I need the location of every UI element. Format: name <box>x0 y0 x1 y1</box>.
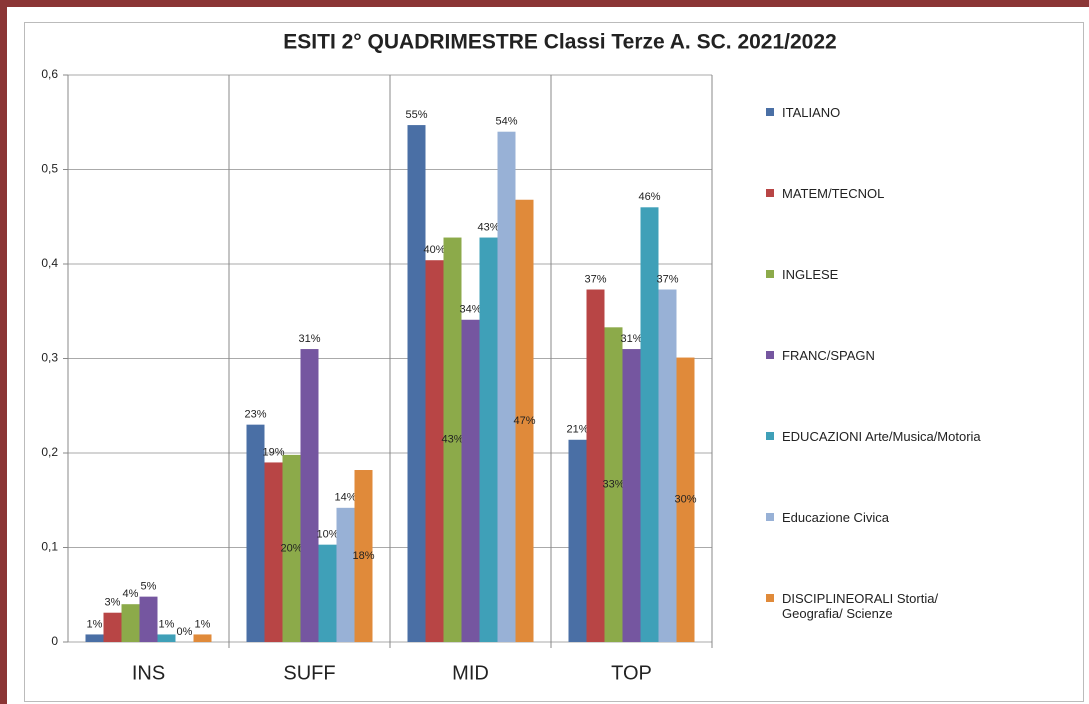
bar <box>354 470 373 642</box>
data-label: 1% <box>87 618 103 630</box>
bar <box>425 260 444 642</box>
bar <box>103 612 122 642</box>
legend-swatch <box>766 270 774 278</box>
data-label: 46% <box>638 191 660 203</box>
x-tick-label: SUFF <box>283 662 335 684</box>
legend-label: DISCIPLINEORALI Stortia/ Geografia/ Scie… <box>782 591 939 621</box>
bar <box>336 507 355 642</box>
data-label: 5% <box>141 581 157 593</box>
legend-swatch <box>766 351 774 359</box>
data-label: 47% <box>513 415 535 427</box>
legend-label: EDUCAZIONI Arte/Musica/Motoria <box>782 429 981 444</box>
data-label: 14% <box>334 492 356 504</box>
bar <box>461 319 480 642</box>
bar <box>318 544 337 642</box>
bar <box>604 327 623 642</box>
data-label: 43% <box>477 221 499 233</box>
bar <box>407 125 426 642</box>
bar <box>282 454 301 642</box>
x-tick-label: INS <box>132 662 165 684</box>
data-label: 10% <box>316 529 338 541</box>
bar <box>193 634 212 642</box>
x-tick-label: TOP <box>611 662 652 684</box>
bar <box>658 289 677 642</box>
x-tick-label: MID <box>452 662 489 684</box>
y-tick-label: 0,1 <box>41 540 58 554</box>
bar <box>586 289 605 642</box>
y-tick-label: 0,3 <box>41 351 58 365</box>
data-label: 55% <box>405 109 427 121</box>
y-tick-label: 0,6 <box>41 67 58 81</box>
bar <box>640 207 659 643</box>
legend-swatch <box>766 108 774 116</box>
legend-item: DISCIPLINEORALI Stortia/ Geografia/ Scie… <box>766 591 1072 621</box>
data-label: 21% <box>566 424 588 436</box>
legend-item: INGLESE <box>766 267 1072 282</box>
legend-item: FRANC/SPAGN <box>766 348 1072 363</box>
bar <box>264 462 283 642</box>
legend-item: Educazione Civica <box>766 510 1072 525</box>
data-label: 3% <box>105 597 121 609</box>
data-label: 31% <box>620 333 642 345</box>
data-label: 31% <box>298 333 320 345</box>
data-label: 54% <box>495 116 517 128</box>
data-label: 37% <box>656 273 678 285</box>
data-label: 1% <box>159 618 175 630</box>
data-label: 20% <box>280 542 302 554</box>
legend-swatch <box>766 513 774 521</box>
data-label: 33% <box>602 479 624 491</box>
data-label: 23% <box>244 409 266 421</box>
data-label: 30% <box>674 494 696 506</box>
bar <box>157 634 176 642</box>
chart-border <box>24 22 1084 702</box>
bar <box>300 349 319 642</box>
legend-label: INGLESE <box>782 267 839 282</box>
data-label: 37% <box>584 273 606 285</box>
bar <box>121 604 140 642</box>
data-label: 43% <box>441 434 463 446</box>
y-tick-label: 0 <box>51 634 58 648</box>
bar <box>676 357 695 642</box>
data-label: 19% <box>262 446 284 458</box>
legend-label: FRANC/SPAGN <box>782 348 875 363</box>
legend-item: EDUCAZIONI Arte/Musica/Motoria <box>766 429 1072 444</box>
bar <box>497 131 516 642</box>
data-label: 1% <box>195 618 211 630</box>
data-label: 4% <box>123 588 139 600</box>
bar <box>479 237 498 643</box>
y-tick-label: 0,5 <box>41 162 58 176</box>
bar <box>85 634 104 642</box>
bar <box>139 596 158 642</box>
bar <box>622 349 641 642</box>
data-label: 18% <box>352 550 374 562</box>
bar <box>568 439 587 642</box>
legend-item: MATEM/TECNOL <box>766 186 1072 201</box>
data-label: 40% <box>423 244 445 256</box>
chart-title: ESITI 2° QUADRIMESTRE Classi Terze A. SC… <box>283 31 836 54</box>
data-label: 0% <box>177 626 193 638</box>
bar <box>246 424 265 642</box>
legend-label: MATEM/TECNOL <box>782 186 885 201</box>
legend-label: ITALIANO <box>782 105 841 120</box>
legend-item: ITALIANO <box>766 105 1072 120</box>
bar <box>515 199 534 643</box>
y-tick-label: 0,2 <box>41 445 58 459</box>
data-label: 34% <box>459 304 481 316</box>
bar <box>443 237 462 643</box>
legend-swatch <box>766 432 774 440</box>
legend-label: Educazione Civica <box>782 510 889 525</box>
legend-swatch <box>766 594 774 602</box>
y-tick-label: 0,4 <box>41 256 58 270</box>
legend-swatch <box>766 189 774 197</box>
